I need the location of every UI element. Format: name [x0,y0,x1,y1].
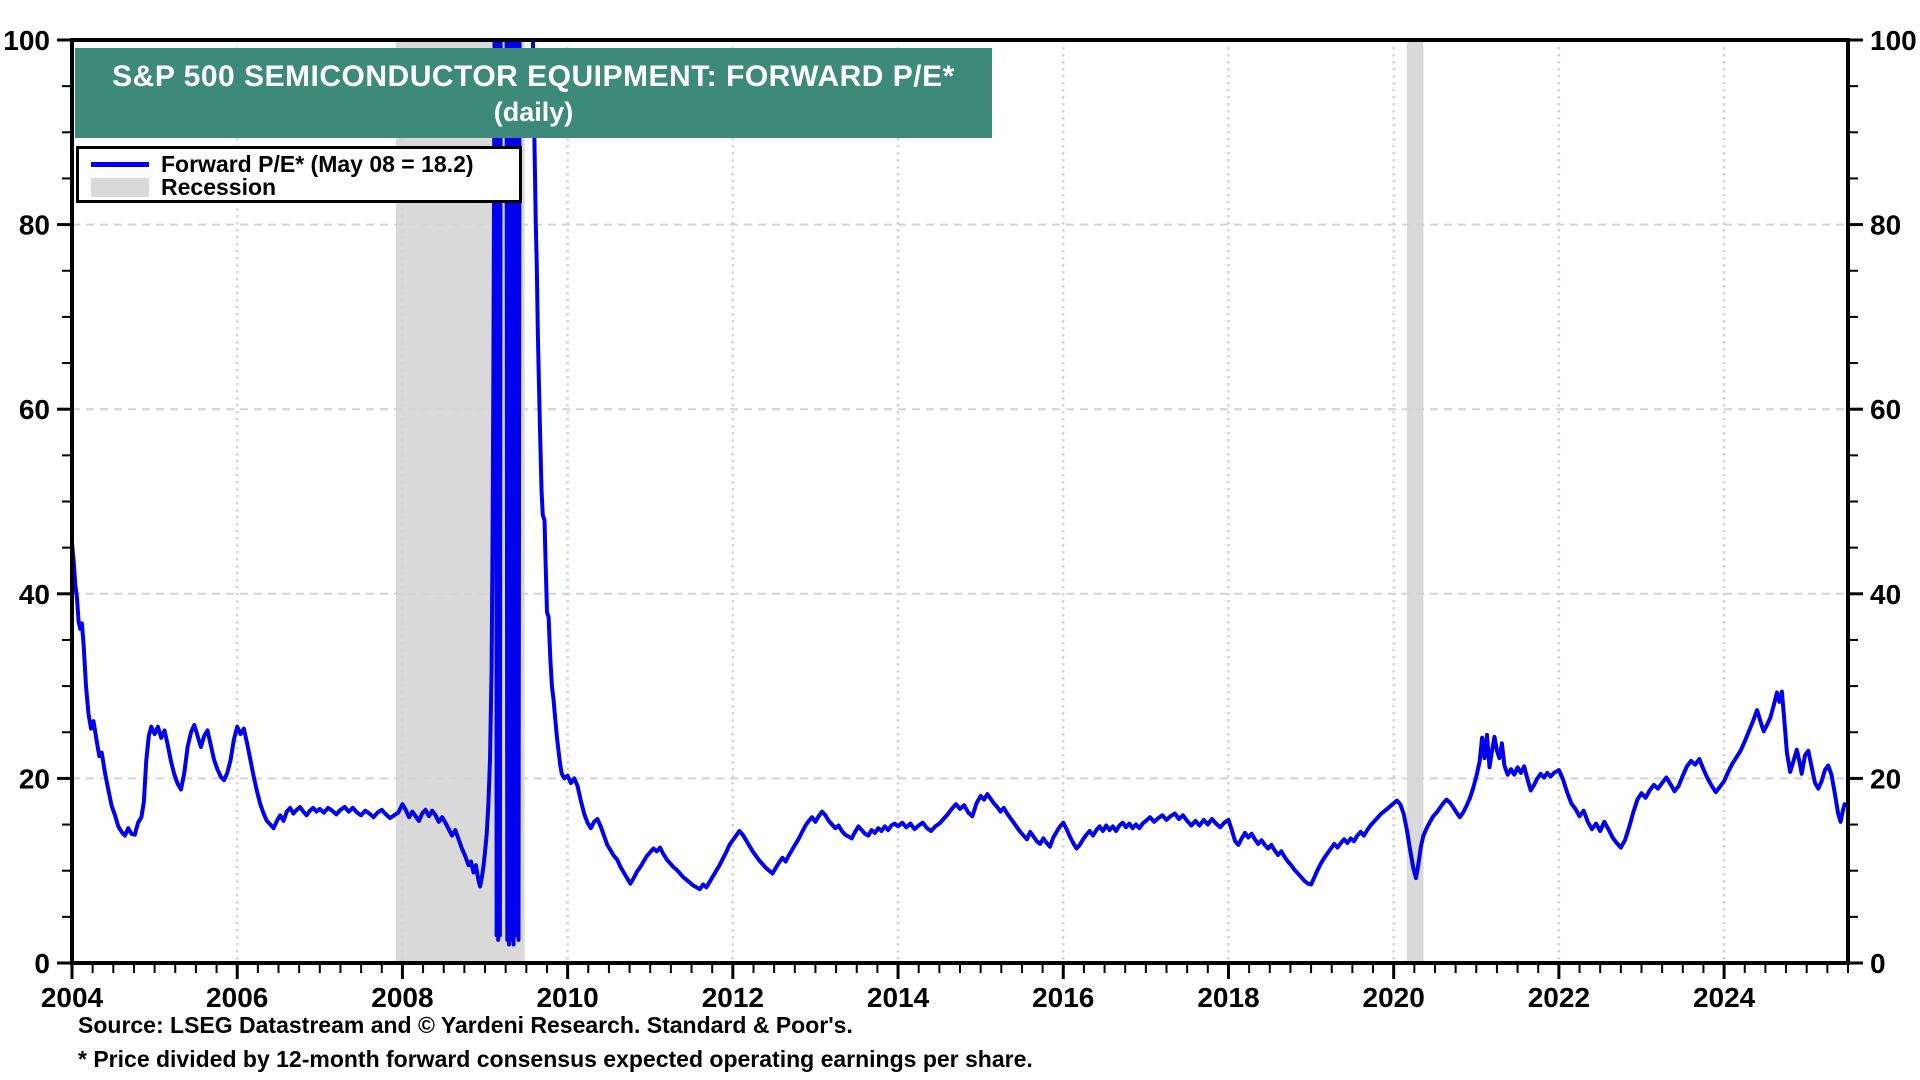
chart-title-banner: S&P 500 SEMICONDUCTOR EQUIPMENT: FORWARD… [75,48,992,138]
plot-frame [70,38,1850,965]
source-text: Source: LSEG Datastream and © Yardeni Re… [78,1012,853,1038]
legend-series-label: Forward P/E* (May 08 = 18.2) [161,151,474,177]
y-tick-label-left: 20 [19,763,50,794]
y-tick-label-left: 40 [19,579,50,610]
y-tick-label-left: 0 [34,948,50,979]
legend-box: Forward P/E* (May 08 = 18.2) Recession [76,146,522,203]
recession-swatch-icon [91,178,149,197]
chart-title: S&P 500 SEMICONDUCTOR EQUIPMENT: FORWARD… [112,60,955,94]
legend-row-recession: Recession [91,176,519,199]
y-tick-label-left: 60 [19,394,50,425]
footnote-text: * Price divided by 12-month forward cons… [78,1046,1033,1072]
x-tick-label: 2004 [41,982,104,1013]
x-tick-label: 2012 [702,982,764,1013]
x-tick-label: 2016 [1032,982,1094,1013]
legend-row-series: Forward P/E* (May 08 = 18.2) [91,153,519,176]
x-tick-label: 2020 [1363,982,1425,1013]
x-tick-label: 2006 [206,982,268,1013]
x-tick-label: 2018 [1197,982,1259,1013]
legend-recession-label: Recession [161,174,277,200]
forward-pe-line [72,40,1847,947]
chart-subtitle: (daily) [493,96,574,127]
x-tick-label: 2010 [536,982,598,1013]
y-tick-label-right: 40 [1870,579,1901,610]
y-tick-label-right: 0 [1870,948,1886,979]
x-tick-label: 2024 [1693,982,1756,1013]
x-tick-label: 2022 [1528,982,1590,1013]
y-tick-label-left: 100 [3,25,50,56]
x-tick-label: 2014 [867,982,930,1013]
y-tick-label-left: 80 [19,210,50,241]
series-line-swatch-icon [91,162,149,167]
y-tick-label-right: 20 [1870,763,1901,794]
y-tick-label-right: 60 [1870,394,1901,425]
y-tick-label-right: 100 [1870,25,1917,56]
recession-band [1406,40,1424,963]
x-tick-label: 2008 [371,982,433,1013]
y-tick-label-right: 80 [1870,210,1901,241]
